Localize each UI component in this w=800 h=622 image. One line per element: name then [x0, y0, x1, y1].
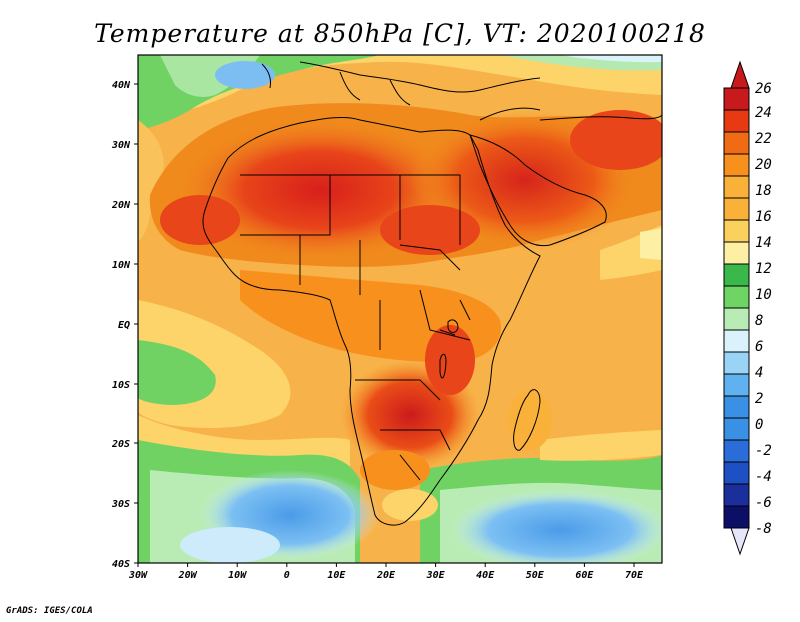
temperature-field	[138, 55, 662, 563]
colorbar-top-arrow	[730, 60, 750, 89]
colorbar-labels: 26 24 22 20 18 16 14 12 10 8 6 4 2 0 -2 …	[755, 81, 772, 537]
colorbar-cell	[723, 241, 750, 265]
colorbar-label: -8	[755, 521, 772, 537]
colorbar-label: 16	[755, 209, 772, 225]
colorbar-label: 20	[755, 157, 772, 173]
lon-axis: 30W 20W 10W 0 10E 20E 30E 40E 50E 60E 70…	[128, 570, 644, 581]
lat-tick-label: 20S	[111, 439, 130, 450]
colorbar-cell	[723, 263, 750, 287]
colorbar-label: 8	[755, 313, 763, 329]
map-title: Temperature at 850hPa [C], VT: 202010021…	[94, 19, 706, 48]
colorbar-cell	[723, 87, 750, 111]
colorbar-label: 12	[755, 261, 772, 277]
lon-tick-label: 60E	[575, 570, 594, 581]
colorbar-cell	[723, 197, 750, 221]
lon-tick-label: 50E	[526, 570, 545, 581]
lat-axis: 40N 30N 20N 10N EQ 10S 20S 30S 40S	[111, 80, 131, 570]
colorbar-label: -2	[755, 443, 772, 459]
lon-tick-label: 70E	[625, 570, 644, 581]
lon-tick-label: 10W	[228, 570, 247, 581]
colorbar-label: 2	[755, 391, 763, 407]
lat-tick-label: 10N	[112, 260, 131, 271]
map-frame	[137, 54, 663, 564]
lon-tick-label: 30E	[426, 570, 446, 581]
colorbar-cell	[723, 351, 750, 375]
colorbar-label: 22	[755, 131, 772, 147]
lon-tick-label: 10E	[327, 570, 346, 581]
footer-credit: GrADS: IGES/COLA	[6, 606, 93, 616]
colorbar-label: 14	[755, 235, 772, 251]
colorbar-cell	[723, 219, 750, 243]
colorbar-bottom-arrow	[730, 527, 750, 556]
lat-tick-label: 10S	[112, 380, 130, 391]
colorbar-cell	[723, 373, 750, 397]
lat-tick-label: EQ	[118, 320, 130, 331]
colorbar-label: 4	[755, 365, 763, 381]
colorbar-cell	[723, 505, 750, 529]
colorbar-cell	[723, 417, 750, 441]
lon-tick-label: 20W	[178, 570, 198, 581]
colorbar-cell	[723, 395, 750, 419]
lon-tick-label: 20E	[376, 570, 396, 581]
lat-tick-label: 40S	[112, 559, 130, 570]
lat-tick-label: 40N	[112, 80, 131, 91]
colorbar-label: 24	[755, 105, 772, 121]
colorbar-cell	[723, 329, 750, 353]
colorbar-label: 10	[755, 287, 772, 303]
colorbar-cell	[723, 131, 750, 155]
colorbar-cell	[723, 461, 750, 485]
colorbar-cell	[723, 483, 750, 507]
colorbar-cell	[723, 285, 750, 309]
colorbar-label: -6	[755, 495, 772, 511]
colorbar-cell	[723, 109, 750, 133]
colorbar-cell	[723, 439, 750, 463]
lon-tick-label: 30W	[128, 570, 148, 581]
colorbar-cell	[723, 307, 750, 331]
colorbar: 26 24 22 20 18 16 14 12 10 8 6 4 2 0 -2 …	[723, 60, 772, 556]
lon-tick-label: 40E	[476, 570, 495, 581]
lon-tick-label: 0	[284, 570, 290, 581]
colorbar-label: 0	[755, 417, 763, 433]
coastlines	[202, 61, 662, 526]
tick-marks	[134, 83, 635, 567]
lat-tick-label: 30N	[111, 140, 131, 151]
lat-tick-label: 30S	[111, 499, 130, 510]
colorbar-label: 18	[755, 183, 772, 199]
colorbar-label: 6	[755, 339, 763, 355]
lat-tick-label: 20N	[111, 200, 131, 211]
colorbar-label: -4	[755, 469, 772, 485]
colorbar-cell	[723, 175, 750, 199]
colorbar-cell	[723, 153, 750, 177]
colorbar-label: 26	[755, 81, 772, 97]
